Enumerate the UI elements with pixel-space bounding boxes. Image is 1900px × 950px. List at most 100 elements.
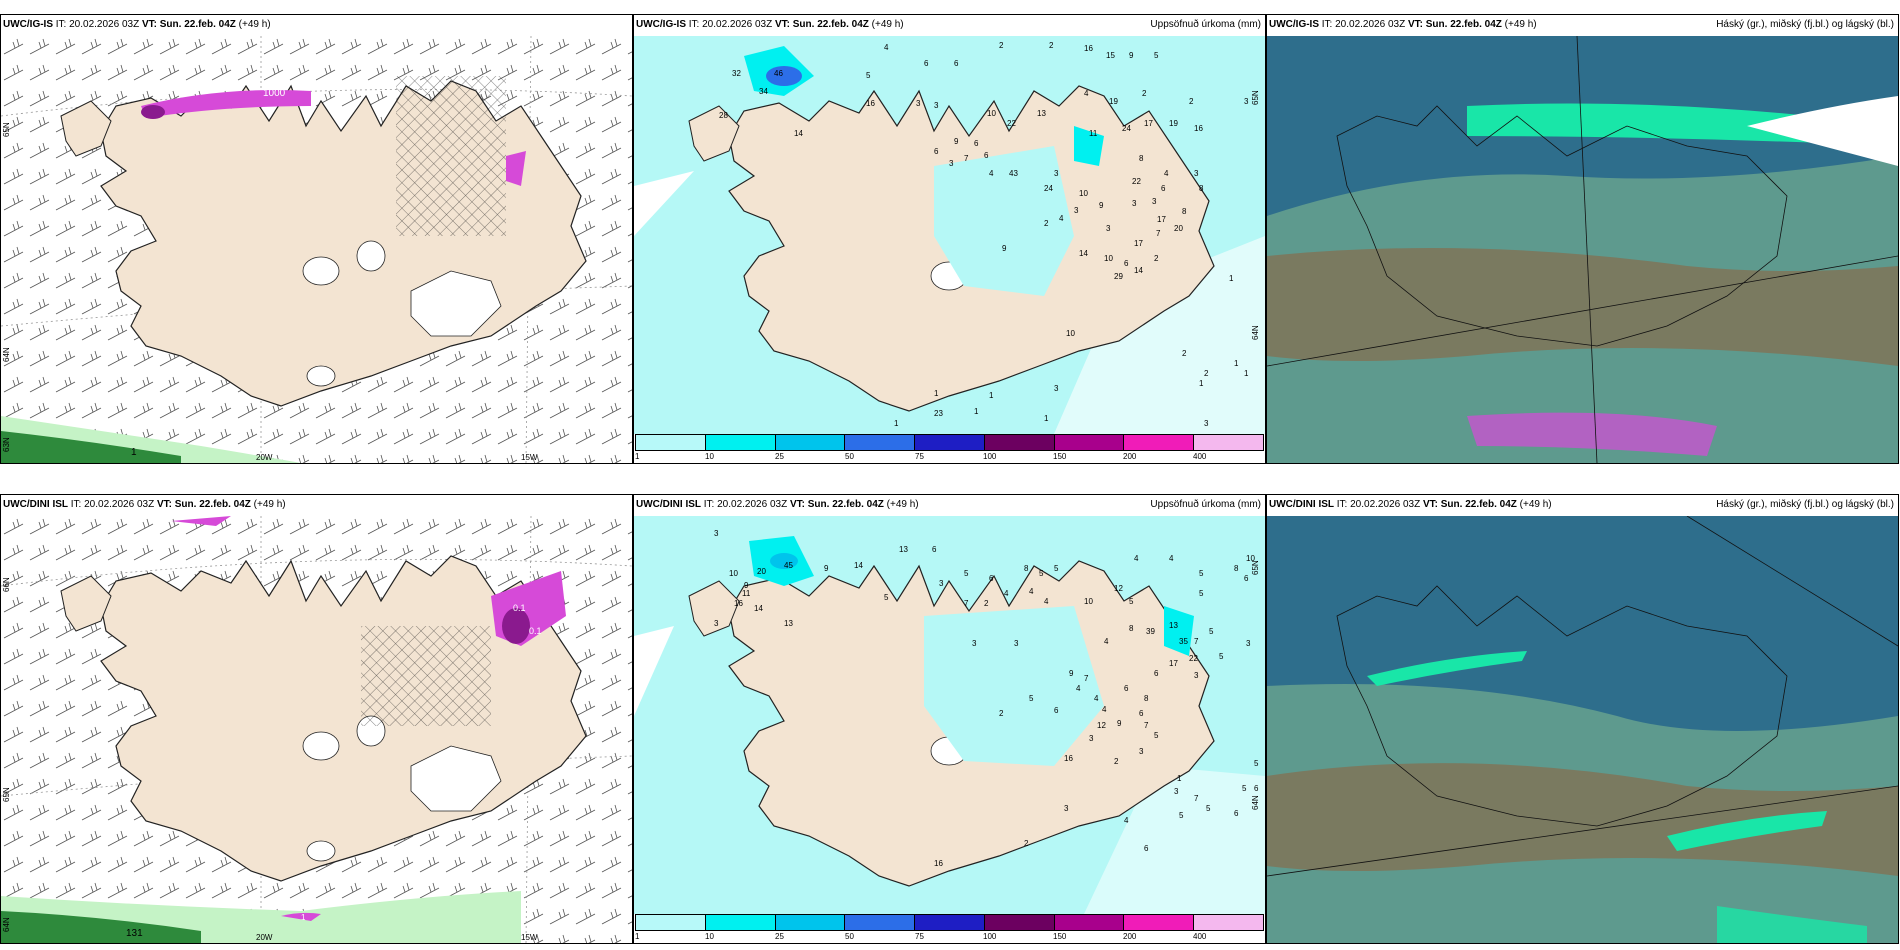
map-value: 3 bbox=[1054, 384, 1059, 393]
map-value: 4 bbox=[1094, 694, 1099, 703]
map-value: 3 bbox=[1152, 197, 1157, 206]
map-value: 6 bbox=[1124, 259, 1129, 268]
legend-tick: 75 bbox=[915, 932, 924, 941]
map-value: 2 bbox=[999, 709, 1004, 718]
map-value: 13 bbox=[1037, 109, 1046, 118]
lon-label: 20W bbox=[256, 933, 273, 942]
map-value: 1 bbox=[131, 447, 137, 458]
map-value: 1 bbox=[1044, 414, 1049, 423]
map-value: 3 bbox=[939, 579, 944, 588]
legend-tick: 400 bbox=[1193, 452, 1207, 461]
legend-swatch bbox=[636, 435, 706, 450]
map-value: 6 bbox=[1161, 184, 1166, 193]
legend-tick: 200 bbox=[1123, 452, 1137, 461]
map-value: 2 bbox=[1189, 97, 1194, 106]
map-value: 5 bbox=[1219, 652, 1224, 661]
map-value: 3 bbox=[1194, 169, 1199, 178]
map-value: 14 bbox=[1134, 266, 1143, 275]
map-value: 5 bbox=[884, 593, 889, 602]
map-value: 16 bbox=[734, 599, 743, 608]
map-value: 5 bbox=[1209, 627, 1214, 636]
panel-header: UWC/DINI ISL IT: 20.02.2026 03Z VT: Sun.… bbox=[1267, 495, 1898, 516]
map-value: 16 bbox=[1084, 44, 1093, 53]
precip-legend: 1 10 25 50 75 100 150 200 400 bbox=[635, 914, 1264, 942]
precip-legend: 1 10 25 50 75 100 150 200 400 bbox=[635, 434, 1264, 462]
lat-label: 64N bbox=[1251, 795, 1260, 810]
map-value: 6 bbox=[1244, 574, 1249, 583]
map-value: 6 bbox=[954, 59, 959, 68]
map-value: 3 bbox=[1244, 97, 1249, 106]
legend-tick: 75 bbox=[915, 452, 924, 461]
map-value: 5 bbox=[1039, 569, 1044, 578]
lat-label: 65N bbox=[2, 787, 11, 802]
legend-tick: 1 bbox=[635, 932, 640, 941]
legend-swatch bbox=[775, 915, 846, 930]
map-value: 10 bbox=[729, 569, 738, 578]
legend-swatch bbox=[1124, 915, 1195, 930]
map-wind-snow: 0.1 0.1 1 131 66N 65N 64N 20W 15W bbox=[1, 516, 632, 943]
map-value: 3 bbox=[1054, 169, 1059, 178]
map-value: 10 bbox=[1079, 189, 1088, 198]
map-value: 4 bbox=[1059, 214, 1064, 223]
map-value: 19 bbox=[1109, 97, 1118, 106]
map-value: 6 bbox=[1154, 669, 1159, 678]
map-value: 3 bbox=[949, 159, 954, 168]
map-value: 5 bbox=[1154, 731, 1159, 740]
map-value: 17 bbox=[1169, 659, 1178, 668]
map-value: 1 bbox=[1229, 274, 1234, 283]
legend-swatch bbox=[1054, 915, 1125, 930]
map-value: 1 bbox=[1199, 379, 1204, 388]
legend-tick: 10 bbox=[705, 932, 714, 941]
map-value: 13 bbox=[784, 619, 793, 628]
map-value: 1 bbox=[1177, 774, 1182, 783]
map-value: 7 bbox=[1144, 721, 1149, 730]
map-value: 3 bbox=[1204, 419, 1209, 428]
map-value: 13 bbox=[1169, 621, 1178, 630]
map-value: 3 bbox=[1074, 206, 1079, 215]
map-value: 5 bbox=[1199, 569, 1204, 578]
map-value: 4 bbox=[989, 169, 994, 178]
map-value: 6 bbox=[1144, 844, 1149, 853]
map-value: 5 bbox=[1206, 804, 1211, 813]
map-value: 4 bbox=[1134, 554, 1139, 563]
legend-tick: 400 bbox=[1193, 932, 1207, 941]
map-value: 19 bbox=[1169, 119, 1178, 128]
map-value: 9 bbox=[1099, 201, 1104, 210]
map-clouds bbox=[1267, 516, 1898, 943]
legend-tick: 25 bbox=[775, 452, 784, 461]
legend-tick: 100 bbox=[983, 932, 997, 941]
map-value: 14 bbox=[1079, 249, 1088, 258]
legend-swatch bbox=[1194, 915, 1264, 930]
legend-swatch bbox=[984, 915, 1055, 930]
lat-label: 64N bbox=[2, 917, 11, 932]
legend-tick: 150 bbox=[1053, 452, 1067, 461]
map-value: 6 bbox=[1124, 684, 1129, 693]
map-value: 3 bbox=[1089, 734, 1094, 743]
map-value: 6 bbox=[1139, 709, 1144, 718]
map-value: 6 bbox=[1054, 706, 1059, 715]
map-value: 3 bbox=[1132, 199, 1137, 208]
map-value: 0.1 bbox=[529, 626, 542, 636]
map-value: 3 bbox=[1194, 671, 1199, 680]
map-value: 10 bbox=[987, 109, 996, 118]
map-value: 1 bbox=[1234, 359, 1239, 368]
map-value: 1 bbox=[894, 419, 899, 428]
map-value: 8 bbox=[1199, 184, 1204, 193]
map-value: 22 bbox=[1007, 119, 1016, 128]
legend-swatch bbox=[1054, 435, 1125, 450]
map-value: 8 bbox=[1129, 624, 1134, 633]
map-value: 3 bbox=[1139, 747, 1144, 756]
legend-tick: 50 bbox=[845, 452, 854, 461]
map-value: 3 bbox=[1174, 787, 1179, 796]
panel-header: UWC/IG-IS IT: 20.02.2026 03Z VT: Sun. 22… bbox=[634, 15, 1265, 36]
map-value: 5 bbox=[866, 71, 871, 80]
map-value: 11 bbox=[1089, 129, 1098, 138]
legend-swatches bbox=[635, 434, 1264, 451]
map-value: 5 bbox=[964, 569, 969, 578]
legend-tick: 25 bbox=[775, 932, 784, 941]
map-value: 2 bbox=[1154, 254, 1159, 263]
map-value: 16 bbox=[866, 99, 875, 108]
map-value: 4 bbox=[1076, 684, 1081, 693]
map-value: 9 bbox=[954, 137, 959, 146]
map-value: 5 bbox=[1154, 51, 1159, 60]
